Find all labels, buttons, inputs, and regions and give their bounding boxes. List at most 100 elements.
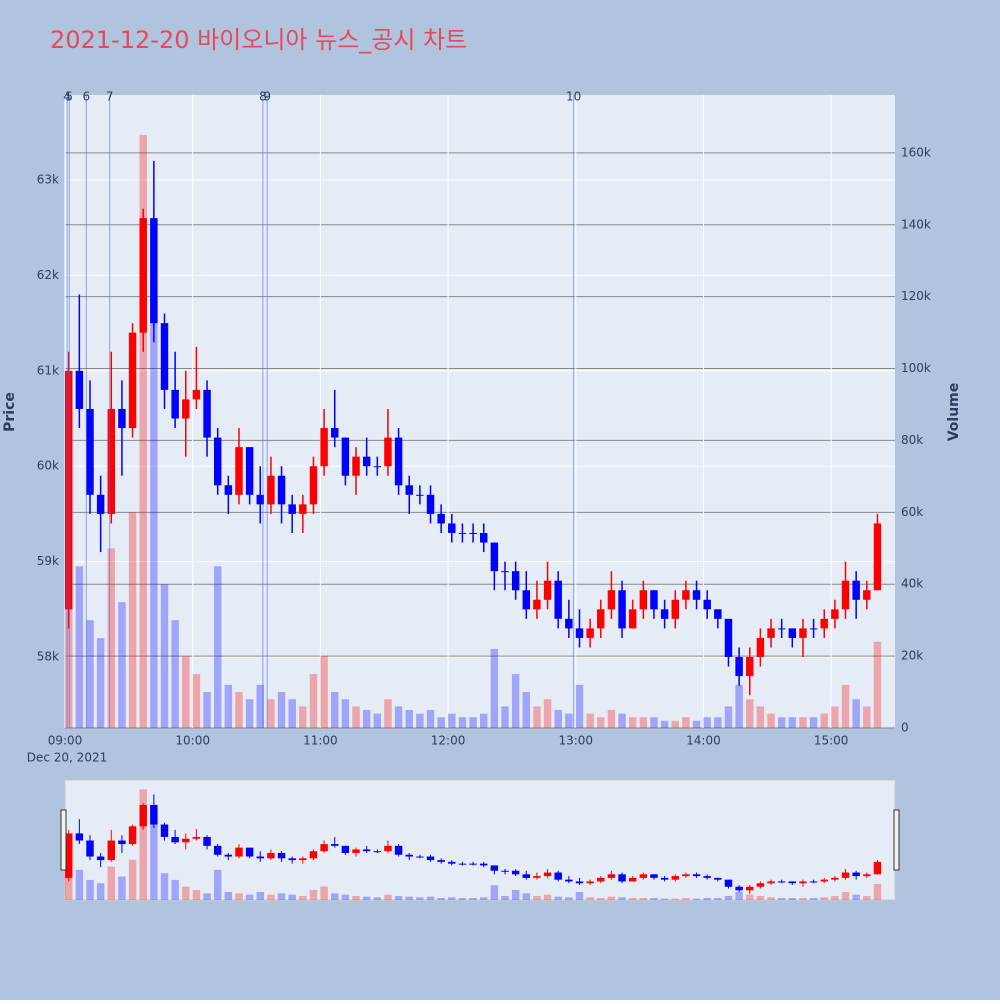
candle-body [118,408,126,429]
candle-body [565,618,573,629]
candle-body [682,590,690,600]
mini-candle-body [86,840,94,857]
volume-bar [703,717,711,728]
x-tick-label: 10:00 [175,734,210,748]
x-tick-label: 15:00 [814,734,849,748]
mini-candle-body [192,836,201,839]
event-label: 5 [65,90,73,104]
candle-body [394,437,403,486]
volume-bar [756,706,765,728]
mini-candle-body [628,877,637,882]
candle-body [160,323,169,390]
mini-candle-body [703,876,711,878]
mini-volume-bar [692,898,701,900]
mini-candle-body [735,886,743,891]
volume-bar [203,692,211,728]
mini-volume-bar [341,894,350,900]
mini-volume-bar [511,889,520,900]
volume-bar [128,512,137,728]
candle-body [352,456,360,476]
y-axis-title: Price [2,392,18,432]
chart-title: 2021-12-20 바이오니아 뉴스_공시 차트 [50,26,467,54]
candle-body [767,628,775,638]
candle-body [128,332,137,429]
x-tick-label: 09:00 [48,734,83,748]
volume-bar [256,684,264,728]
mini-volume-bar [746,894,754,900]
candle-body [533,599,541,610]
candle-body [299,504,307,514]
mini-candle-body [809,881,818,883]
mini-candle-body [490,865,499,871]
volume-bar [150,296,158,728]
candle-body [788,628,797,638]
mini-candle-body [245,847,254,857]
volume-bar [331,692,339,728]
mini-volume-bar [256,891,264,900]
candle-body [841,580,850,610]
mini-candle-body [480,863,488,866]
candle-body [437,513,445,524]
mini-candle-body [511,870,520,875]
candle-body [554,580,562,619]
mini-candle-body [235,847,243,857]
mini-candle-body [852,872,860,877]
y2-tick-label: 160k [901,145,931,159]
mini-volume-bar [714,897,722,900]
mini-candle-body [267,852,275,859]
volume-bar [511,674,520,728]
mini-volume-bar [852,894,860,900]
mini-volume-bar [107,866,116,900]
volume-bar [267,699,275,728]
mini-volume-bar [213,869,222,900]
candle-body [660,609,669,619]
mini-volume-bar [309,889,318,900]
candle-body [639,590,648,610]
y-tick-label: 59k [37,554,59,568]
mini-volume-bar [437,897,445,900]
mini-volume-bar [767,897,775,900]
candle-body [203,389,211,438]
mini-volume-bar [139,789,147,900]
candle-body [277,475,286,505]
candle-body [777,628,786,630]
mini-candle-body [426,856,435,861]
volume-bar [586,713,594,728]
mini-volume-bar [203,893,211,900]
volume-bar [299,706,307,728]
volume-bar [575,684,584,728]
mini-candle-body [203,836,211,846]
mini-candle-body [352,849,360,853]
volume-bar [224,684,233,728]
volume-bar [660,720,669,728]
event-label: 7 [106,90,114,104]
mini-candle-body [320,844,328,852]
mini-volume-bar [373,897,382,900]
candle-body [373,466,382,468]
candle-body [586,628,594,638]
mini-volume-bar [362,896,371,900]
volume-bar [426,710,435,728]
mini-candle-body [405,854,413,857]
y2-tick-label: 100k [901,361,931,375]
candle-body [799,628,807,638]
candle-body [384,437,392,467]
volume-bar [490,648,499,728]
mini-volume-bar [533,895,541,900]
mini-candle-body [586,881,594,884]
volume-bar [309,674,318,728]
candle-body [416,494,424,496]
mini-volume-bar [128,859,137,900]
range-handle[interactable] [893,809,900,871]
mini-candle-body [256,856,264,859]
candle-body [873,523,882,591]
volume-bar [522,692,531,728]
mini-volume-bar [501,895,509,900]
mini-volume-bar [809,897,818,900]
range-handle[interactable] [60,809,67,871]
mini-candle-body [756,883,765,887]
volume-bar [820,713,828,728]
volume-bar [501,706,509,728]
volume-bar [341,699,350,728]
mini-candle-body [160,824,169,837]
